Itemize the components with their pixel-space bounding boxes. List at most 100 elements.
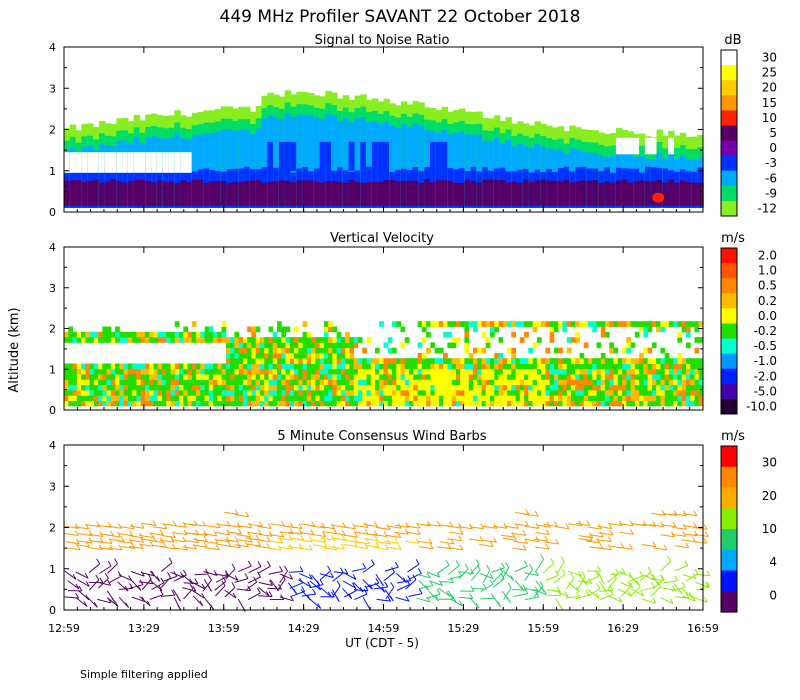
vv-cell [115,400,120,407]
vv-cell [643,368,649,375]
vv-cell [81,395,86,401]
vv-cell [464,342,470,349]
wind-barb [331,537,346,541]
wind-barb-flag [363,588,368,595]
wind-barb [512,547,527,551]
vv-cell [234,342,240,349]
vv-cell [562,321,568,327]
vv-cell [613,390,619,396]
vv-cell [332,352,338,359]
wind-barb [585,575,600,583]
vv-cell [494,368,499,375]
vv-cell [596,321,602,327]
vv-cell [285,326,291,333]
vv-cell [566,347,572,354]
vv-cell [251,368,257,375]
vv-cell [451,342,457,349]
wind-barb-flag [75,538,80,544]
vv-cell [536,390,542,396]
vv-cell [647,347,653,354]
vv-cell [76,400,82,407]
vv-cell [196,400,201,407]
vv-cell [102,390,107,396]
vv-cell [251,326,257,333]
vv-cell [115,390,120,396]
vv-cell [473,374,478,380]
wind-barb-flag [588,535,593,541]
vv-cell [140,363,146,370]
vv-cell [264,384,269,391]
vv-cell [242,368,248,375]
vv-cell [362,374,367,380]
vv-cell [127,363,133,370]
wind-barb-flag [639,571,644,577]
wind-barb [341,526,356,530]
vv-cell [221,331,227,338]
vv-cell [690,384,695,391]
snr-cell [627,182,634,206]
wind-barb [395,596,410,602]
vv-cell [473,384,478,391]
vv-cell [247,400,252,407]
wind-barb-flag [674,575,679,582]
vv-cell [230,384,235,391]
vv-cell [681,374,687,380]
vv-cell [392,363,397,370]
vv-cell [272,379,278,386]
wind-barb-flag [492,536,497,543]
vv-cell [681,368,687,375]
vv-cell [387,400,393,407]
vv-cell [115,337,120,343]
vv-cell [115,363,120,370]
vv-cell [294,368,299,375]
vv-cell [187,368,193,375]
wind-barb [225,568,236,580]
vv-cell [102,337,107,343]
vv-cell [281,363,286,370]
wind-barb-flag [322,536,327,543]
vv-cell [528,395,533,401]
vv-cell [430,379,436,386]
vv-cell [447,321,453,327]
wind-barb-flag [450,577,454,583]
wind-barb-flag [550,558,555,564]
wind-barb [267,547,282,551]
wind-barb [215,539,230,543]
vv-cell [553,384,559,391]
vv-cell [170,368,176,375]
vv-cell [247,374,252,380]
wind-barb-flag [158,585,163,591]
wind-barb-flag [435,595,440,602]
vv-cell [426,400,431,407]
wind-barb [107,563,118,574]
wind-barb-flag [95,574,100,581]
snr-cell [133,180,141,206]
vv-cell [643,363,649,370]
vv-cell [605,331,610,338]
wind-barb-flag [609,529,614,536]
wind-barb-flag [319,579,324,585]
wind-barb [139,596,151,607]
vv-cell [255,400,261,407]
vv-cell [498,321,504,327]
vv-cell [140,379,146,386]
vv-cell [238,342,244,349]
vv-cell [144,363,150,370]
vv-cell [306,368,312,375]
vv-cell [285,363,291,370]
wind-barb-flag [210,604,215,610]
wind-barb-flag [352,582,356,589]
wind-barb-flag [279,565,283,572]
vv-cell [319,379,325,386]
wind-barb-flag [627,590,632,596]
vv-cell [639,352,644,359]
snr-cell [244,181,251,206]
colorbar-label: 15 [762,96,777,110]
vv-cell [110,331,116,338]
vv-cell [247,337,252,343]
snr-cell [482,179,489,206]
vv-cell [136,331,142,338]
vv-cell [336,331,342,338]
vv-cell [630,342,636,349]
